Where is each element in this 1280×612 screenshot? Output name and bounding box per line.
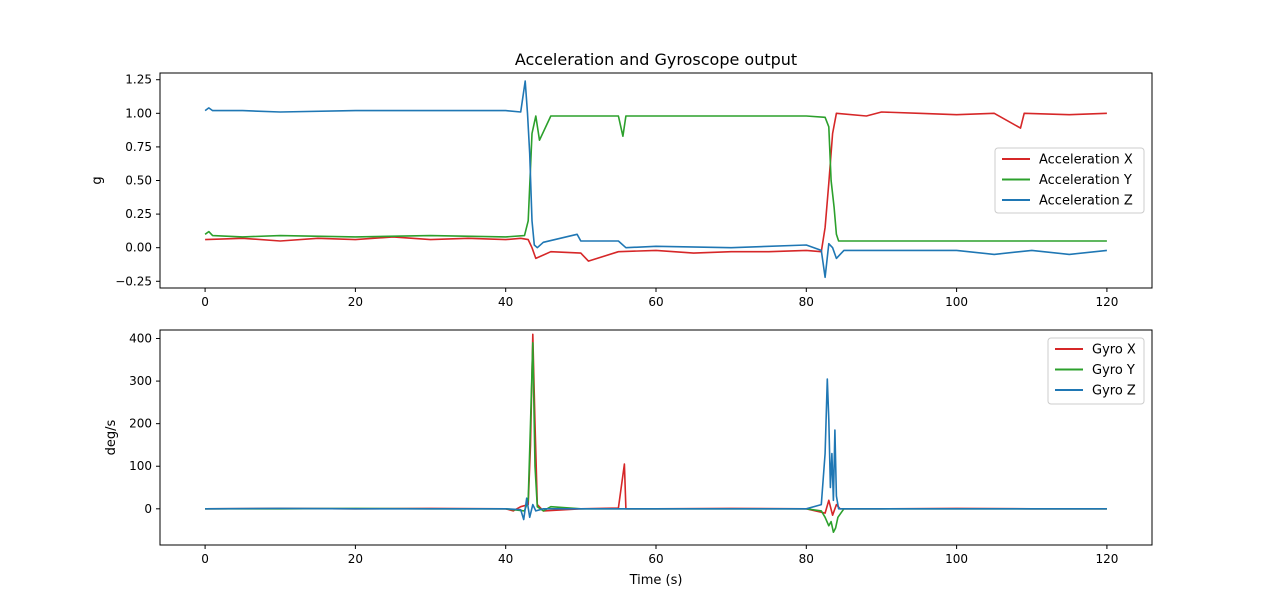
y-tick-label: 400 xyxy=(129,332,152,346)
chart-title: Acceleration and Gyroscope output xyxy=(515,50,797,69)
y-tick-label: 0.00 xyxy=(125,241,152,255)
x-tick-label: 120 xyxy=(1095,552,1118,566)
series-line-gyro-y xyxy=(205,341,1107,534)
series-line-acceleration-x xyxy=(205,111,1107,262)
y-tick-label: 0.50 xyxy=(125,174,152,188)
y-tick-label: 0 xyxy=(144,502,152,516)
y-tick-label: 1.00 xyxy=(125,106,152,120)
y-tick-label: 100 xyxy=(129,459,152,473)
series-line-acceleration-z xyxy=(204,80,1107,279)
y-axis-label: deg/s xyxy=(104,419,119,455)
series-line-gyro-x xyxy=(205,333,1107,517)
gyro-legend xyxy=(1047,337,1145,405)
x-tick-label: 80 xyxy=(799,552,814,566)
x-tick-label: 0 xyxy=(201,552,209,566)
legend-label-gyro-x: Gyro X xyxy=(1092,343,1136,358)
y-axis-label: g xyxy=(90,176,105,184)
legend-label-acceleration-z: Acceleration Z xyxy=(1039,194,1133,209)
y-tick-label: 1.25 xyxy=(125,73,152,87)
legend-label-gyro-z: Gyro Z xyxy=(1092,384,1136,399)
y-tick-label: 300 xyxy=(129,374,152,388)
legend-label-gyro-y: Gyro Y xyxy=(1092,363,1135,378)
y-tick-label: 0.25 xyxy=(125,207,152,221)
x-tick-label: 80 xyxy=(799,295,814,309)
legend-label-acceleration-y: Acceleration Y xyxy=(1039,173,1132,188)
plot-frame xyxy=(159,329,1153,546)
y-tick-label: 0.75 xyxy=(125,140,152,154)
x-axis-label: Time (s) xyxy=(629,573,683,588)
x-tick-label: 100 xyxy=(945,295,968,309)
gyroscope-subplot: 0 20 40 60 80 100 120 0 100 200 300 400 deg/s Time (s… xyxy=(104,329,1153,588)
series-line-acceleration-y xyxy=(204,115,1107,242)
accel-legend xyxy=(994,147,1145,214)
x-tick-label: 60 xyxy=(648,295,663,309)
x-tick-label: 0 xyxy=(201,295,209,309)
y-tick-label: −0.25 xyxy=(115,274,152,288)
x-tick-label: 40 xyxy=(498,552,513,566)
x-tick-label: 40 xyxy=(498,295,513,309)
x-tick-label: 20 xyxy=(348,552,363,566)
x-tick-label: 60 xyxy=(648,552,663,566)
acceleration-subplot: 0 20 40 60 80 100 120 −0.25 0.00 0.25 0.50 0.75 1.00… xyxy=(90,72,1153,309)
x-tick-label: 100 xyxy=(945,552,968,566)
x-tick-label: 20 xyxy=(348,295,363,309)
y-tick-label: 200 xyxy=(129,417,152,431)
x-tick-label: 120 xyxy=(1095,295,1118,309)
legend-label-acceleration-x: Acceleration X xyxy=(1039,153,1133,168)
series-line-gyro-z xyxy=(205,378,1107,521)
